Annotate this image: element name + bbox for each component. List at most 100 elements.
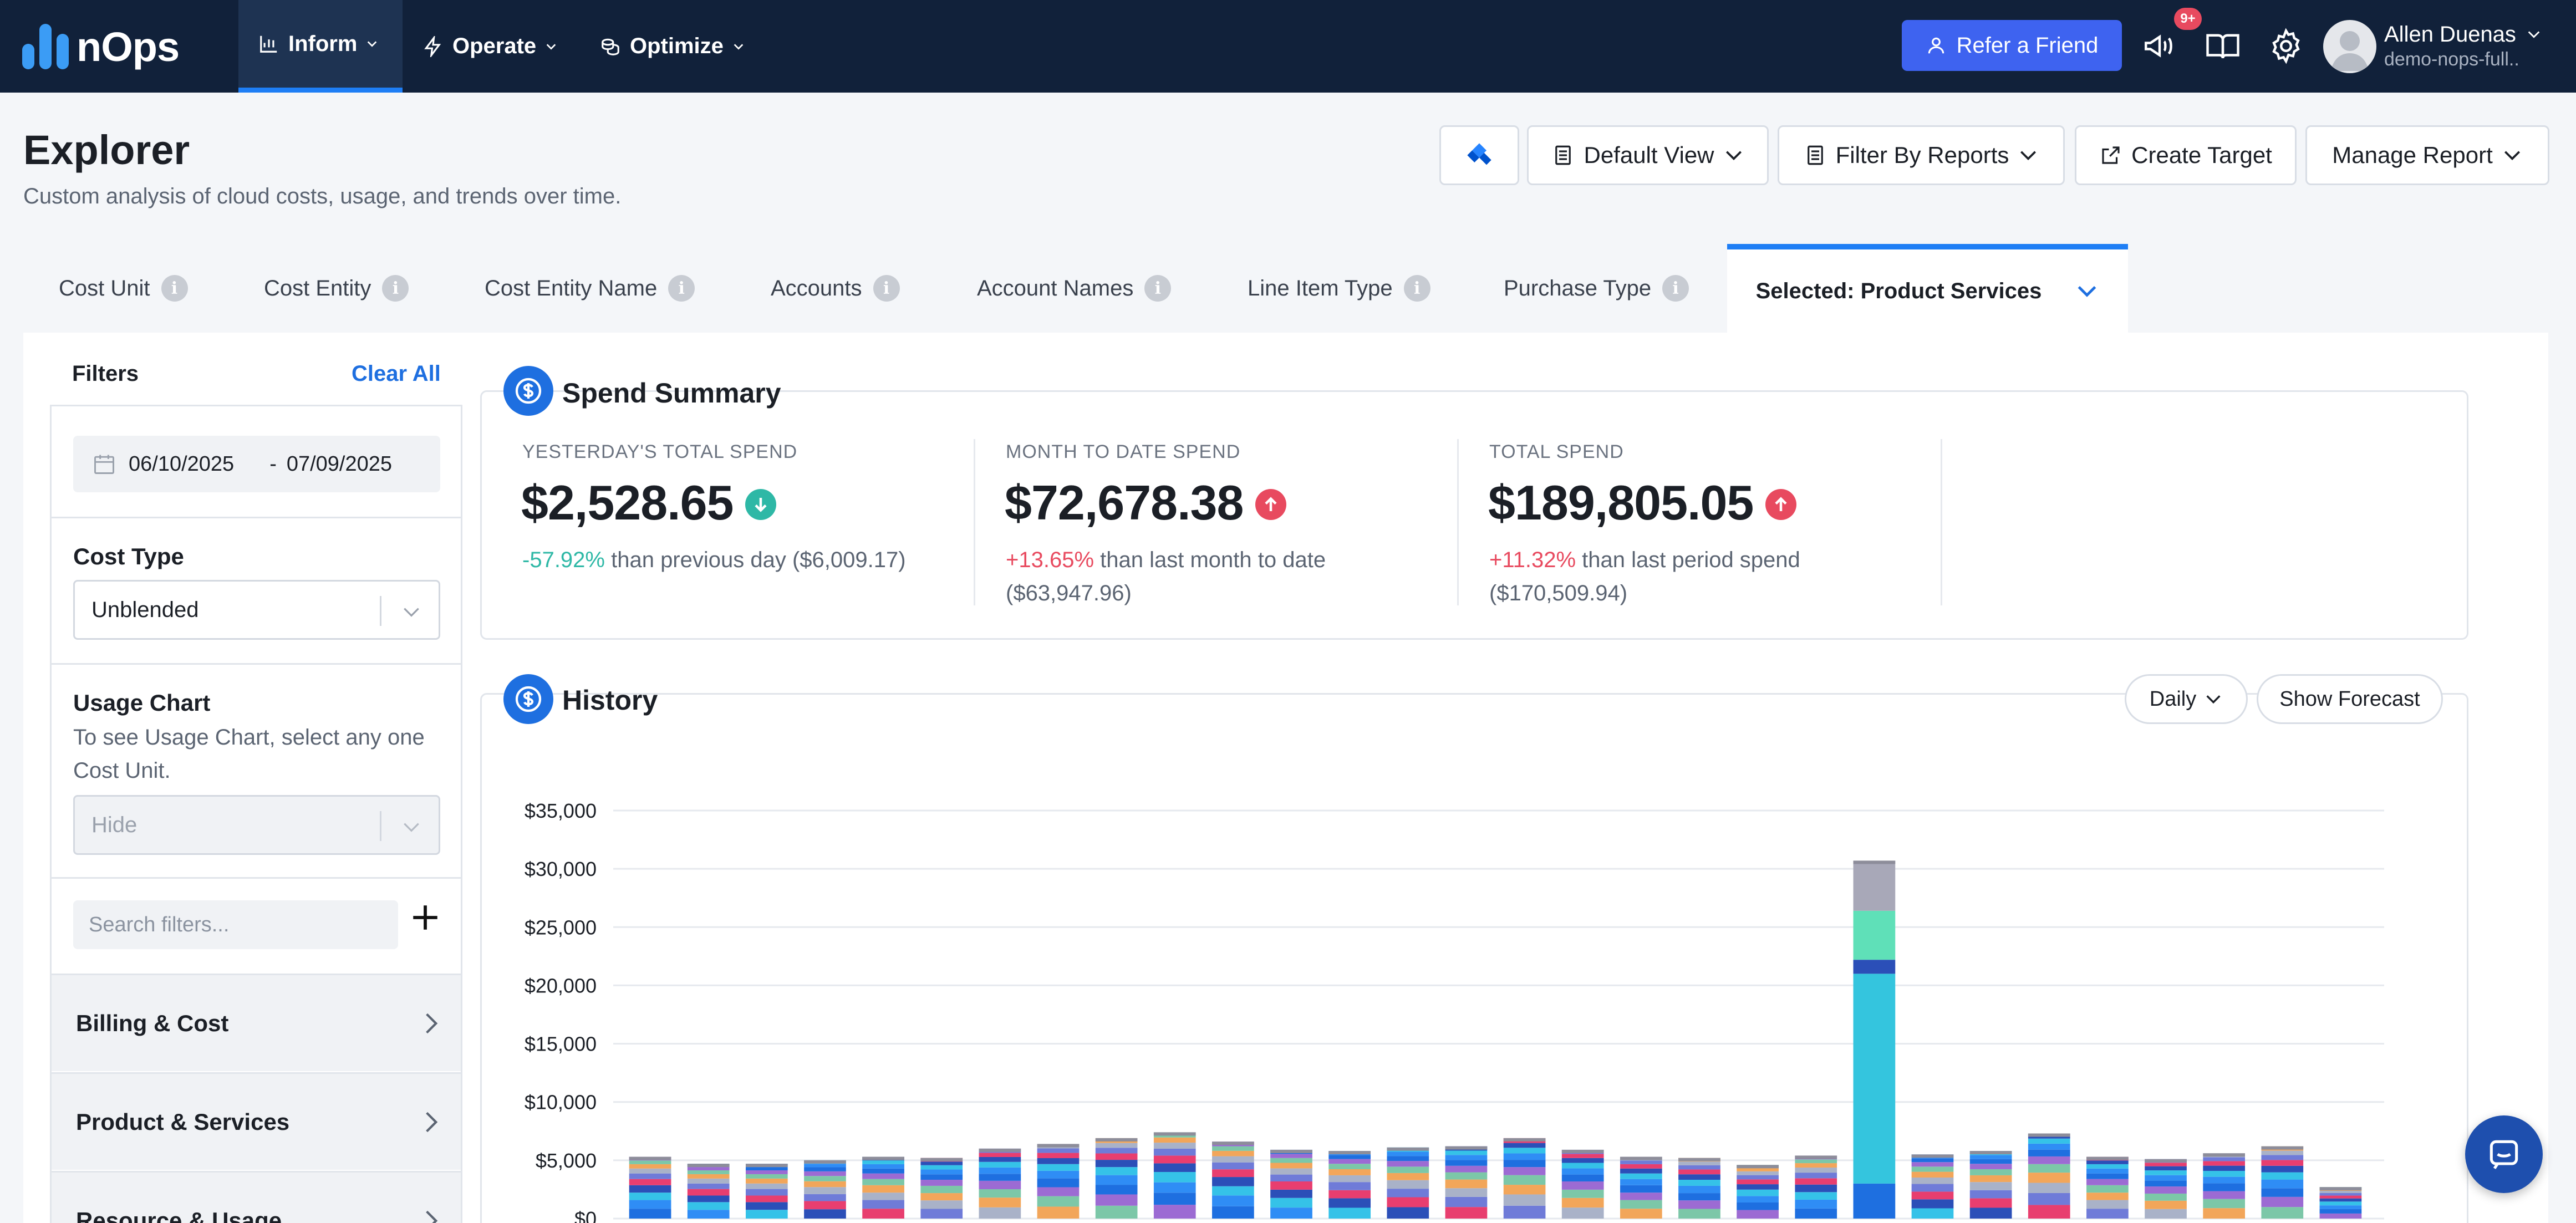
bar-segment [2086,1209,2129,1219]
bar-segment [1153,1148,1196,1156]
bar-segment [1212,1146,1254,1151]
filter-section-product-services[interactable]: Product & Services [52,1072,461,1170]
info-icon[interactable]: i [1662,275,1689,302]
delta-text: than last month to date ($63,947.96) [1006,548,1326,605]
refer-a-friend-button[interactable]: Refer a Friend [1902,20,2122,71]
bar-segment [1969,1155,2012,1159]
filter-by-reports-button[interactable]: Filter By Reports [1778,125,2065,185]
bar-segment [2086,1164,2129,1169]
bar-segment [1445,1155,1488,1160]
info-icon[interactable]: i [668,275,695,302]
arrow-up-icon [1765,489,1796,520]
tab-line-item-type[interactable]: Line Item Type i [1248,244,1430,333]
bar-segment [1503,1175,1546,1185]
bar-segment [2203,1199,2246,1209]
filter-section-billing-cost[interactable]: Billing & Cost [52,974,461,1071]
info-icon[interactable]: i [161,275,188,302]
bar-segment [862,1193,904,1200]
bar-segment [1037,1187,1080,1196]
book-icon[interactable] [2205,28,2241,64]
bar-segment [1620,1179,1662,1185]
nav-optimize[interactable]: Optimize [600,0,745,93]
date-start[interactable]: 06/10/2025 [129,452,235,476]
bar-segment [2319,1195,2362,1199]
bar-segment [1153,1171,1196,1183]
bar-segment [2203,1176,2246,1184]
create-target-label: Create Target [2131,142,2272,168]
bar-cap [1503,1138,1546,1142]
bar-segment [1153,1163,1196,1172]
stat-value: $2,528.65 [521,475,734,530]
external-link-icon [2102,146,2120,164]
nav-operate[interactable]: Operate [422,0,557,93]
manage-report-button[interactable]: Manage Report [2305,125,2549,185]
info-icon[interactable]: i [1403,275,1430,302]
chat-button[interactable] [2465,1115,2543,1193]
granularity-select[interactable]: Daily [2125,674,2248,724]
bar-segment [1678,1161,1720,1165]
bar-segment [1095,1205,1138,1219]
bar-cap [1853,860,1896,864]
gear-icon[interactable] [2268,28,2304,64]
bar-cap [1969,1151,2012,1155]
y-tick-label: $20,000 [525,974,597,997]
bar-segment [687,1210,730,1219]
bar-cap [920,1158,963,1161]
page-subtitle: Custom analysis of cloud costs, usage, a… [23,184,622,208]
bar-segment [1445,1207,1488,1219]
bar-segment [1795,1192,1837,1200]
tab-cost-entity-name[interactable]: Cost Entity Name i [485,244,695,333]
chevron-down-icon [2504,151,2520,161]
create-target-button[interactable]: Create Target [2075,125,2297,185]
info-icon[interactable]: i [1144,275,1172,302]
delta-value: -57.92% [522,548,605,572]
bar-segment [687,1174,730,1179]
bar-cap [1620,1156,1662,1160]
bar-segment [1387,1207,1429,1219]
tab-cost-entity[interactable]: Cost Entity i [264,244,409,333]
nav-inform[interactable]: Inform [238,0,403,93]
avatar[interactable] [2323,20,2376,73]
default-view-button[interactable]: Default View [1527,125,1769,185]
bar-segment [979,1156,1021,1162]
y-tick-label: $5,000 [536,1149,597,1172]
tab-accounts[interactable]: Accounts i [771,244,900,333]
info-icon[interactable]: i [873,275,900,302]
jira-button[interactable] [1439,125,1519,185]
bar-segment [1795,1168,1837,1173]
usage-chart-select[interactable]: Hide [73,795,440,855]
date-end[interactable]: 07/09/2025 [286,452,393,476]
megaphone-icon[interactable] [2141,28,2178,64]
bar-segment [1911,1162,1954,1167]
bar-segment [2261,1155,2304,1160]
history-title: History [562,685,658,716]
tab-purchase-type[interactable]: Purchase Type i [1504,244,1689,333]
nops-logo[interactable]: nOps [22,21,180,72]
tab-cost-unit[interactable]: Cost Unit i [59,244,188,333]
bar-segment [1270,1207,1312,1219]
show-forecast-button[interactable]: Show Forecast [2257,674,2443,724]
bar-segment [1853,910,1896,960]
bar-segment [1445,1196,1488,1207]
chevron-down-icon[interactable] [2526,27,2542,42]
bar-segment [1037,1196,1080,1207]
date-range-picker[interactable]: 06/10/2025 - 07/09/2025 [73,436,440,492]
y-tick-label: $15,000 [525,1033,597,1056]
user-name[interactable]: Allen Duenas [2384,22,2516,47]
bar-segment [2319,1198,2362,1202]
cost-type-select[interactable]: Unblended [73,580,440,640]
bar-cap [2203,1153,2246,1157]
info-icon[interactable]: i [382,275,409,302]
bar-segment [1328,1190,1371,1199]
stat-delta: +11.32% than last period spend ($170,509… [1489,543,1866,610]
bar-segment [1620,1209,1662,1219]
bar-segment [2319,1193,2362,1196]
tab-account-names[interactable]: Account Names i [977,244,1172,333]
plus-icon[interactable] [409,901,441,934]
tab-selected-product-services[interactable]: Selected: Product Services [1727,244,2128,333]
clear-all-link[interactable]: Clear All [352,361,441,386]
search-filters-input[interactable]: Search filters... [73,900,398,949]
filter-section-resource-usage[interactable]: Resource & Usage [52,1171,461,1223]
bar-segment [1561,1174,1604,1182]
bar-segment [1153,1182,1196,1193]
